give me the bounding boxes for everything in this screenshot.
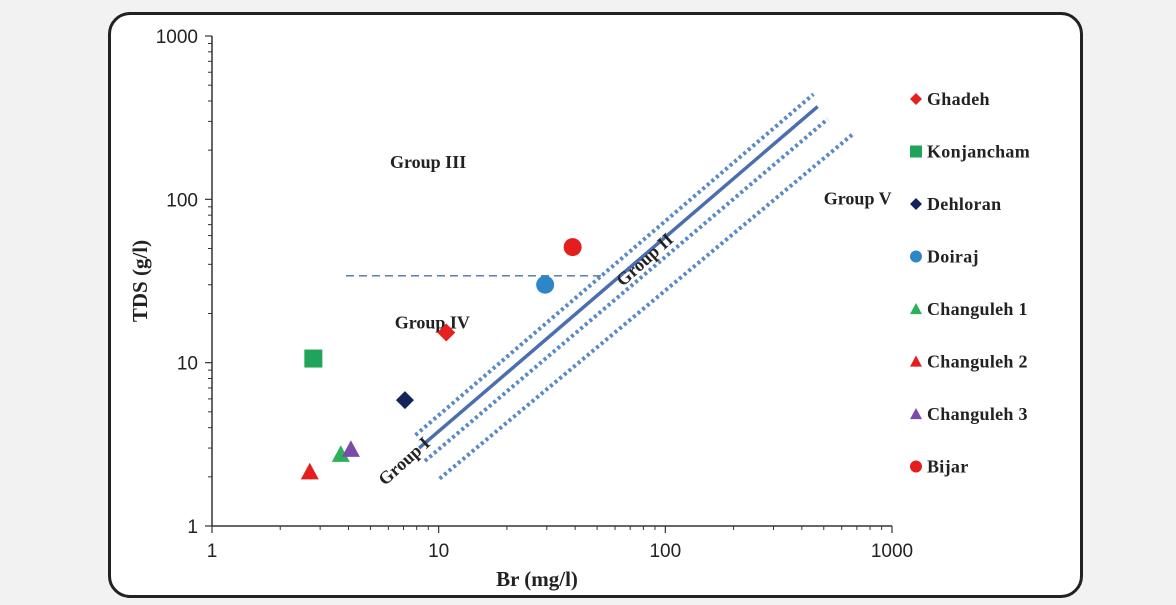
point-konjancham — [304, 349, 323, 368]
data-points — [300, 238, 582, 480]
legend-marker-changuleh-1 — [910, 303, 922, 315]
x-tick-label: 1000 — [871, 541, 913, 562]
legend-label-bijar: Bijar — [927, 457, 969, 477]
x-tick-label: 10 — [428, 541, 449, 562]
legend-label-changuleh-3: Changuleh 3 — [927, 404, 1028, 424]
y-tick-label: 1 — [187, 517, 198, 538]
point-changuleh-2 — [300, 462, 319, 480]
legend-marker-ghadeh — [910, 93, 922, 105]
reference-lines — [345, 92, 854, 481]
legend: Ghadeh Konjancham Dehloran Doiraj Changuleh … — [910, 89, 1030, 477]
legend-label-ghadeh: Ghadeh — [927, 89, 990, 109]
legend-label-konjancham: Konjancham — [927, 142, 1030, 162]
legend-label-dehloran: Dehloran — [927, 194, 1001, 214]
annotation-group-iv: Group IV — [395, 312, 470, 332]
chart-frame: 1 10 100 1000 1 10 100 1000 Br (mg/l) TDS (g/l) G… — [108, 12, 1083, 598]
point-changuleh-3 — [341, 440, 360, 457]
reference-line-dotted — [414, 92, 815, 437]
annotation-group-v: Group V — [824, 188, 892, 208]
x-tick-label: 100 — [649, 541, 681, 562]
point-bijar — [563, 238, 582, 257]
reference-line-dotted — [423, 117, 829, 463]
point-changuleh-1 — [331, 445, 350, 462]
legend-marker-changuleh-2 — [910, 355, 922, 367]
y-tick-label: 10 — [177, 354, 198, 375]
legend-marker-konjancham — [910, 145, 922, 158]
legend-label-changuleh-1: Changuleh 1 — [927, 299, 1028, 319]
axes: 1 10 100 1000 1 10 100 1000 Br (mg/l) TDS (g/l) — [128, 27, 913, 591]
legend-label-doiraj: Doiraj — [927, 247, 979, 267]
reference-line-dotted — [438, 132, 854, 481]
legend-marker-bijar — [910, 460, 922, 473]
annotation-group-iii: Group III — [390, 152, 466, 172]
point-ghadeh — [437, 323, 456, 342]
x-tick-label: 1 — [207, 541, 218, 562]
legend-marker-changuleh-3 — [910, 408, 922, 420]
reference-line-solid — [417, 105, 819, 450]
scatter-plot: 1 10 100 1000 1 10 100 1000 Br (mg/l) TDS (g/l) G… — [128, 27, 1030, 591]
y-tick-label: 1000 — [156, 27, 198, 48]
legend-marker-doiraj — [910, 250, 922, 263]
y-axis-title: TDS (g/l) — [128, 240, 152, 322]
x-axis-title: Br (mg/l) — [496, 567, 578, 591]
legend-marker-dehloran — [910, 198, 922, 210]
y-tick-label: 100 — [166, 190, 198, 211]
point-doiraj — [536, 275, 555, 294]
legend-label-changuleh-2: Changuleh 2 — [927, 352, 1028, 372]
point-dehloran — [395, 391, 414, 410]
